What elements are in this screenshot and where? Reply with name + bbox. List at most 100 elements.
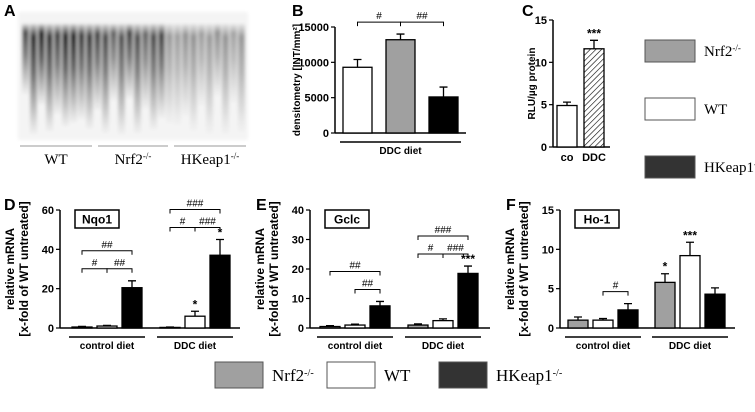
blot-lane — [78, 24, 85, 119]
error-bar — [574, 316, 582, 321]
x-tick-label: DDC diet — [174, 341, 217, 352]
blot-lane — [38, 24, 45, 105]
error-bar — [78, 325, 86, 328]
error-bar — [353, 58, 362, 68]
bar — [96, 325, 118, 329]
blot-lane — [118, 24, 125, 134]
significance-bracket — [194, 227, 221, 232]
legend-label-base: HKeap1 — [496, 366, 553, 385]
significance-bracket — [81, 268, 108, 273]
blot-lane — [198, 24, 205, 106]
significance-bracket — [354, 288, 381, 294]
lane-label-base: HKeap1 — [181, 152, 231, 168]
bar — [432, 319, 454, 329]
significance-bracket — [602, 291, 629, 296]
y-tick-label: 40 — [42, 244, 54, 256]
y-axis-label: relative mRNA — [503, 228, 517, 310]
blot-lane — [158, 24, 165, 118]
legend-label: HKeap1-/- — [496, 366, 563, 385]
blot-lane — [230, 24, 237, 103]
blot-lane — [94, 24, 101, 110]
legend-swatch — [438, 361, 488, 389]
legend-label-sup: -/- — [732, 43, 741, 53]
blot-lane — [54, 24, 61, 114]
bar — [704, 293, 726, 329]
bar — [385, 39, 416, 134]
y-tick-label: 5000 — [305, 93, 329, 105]
bar — [369, 305, 391, 329]
x-tick-label: DDC diet — [422, 341, 465, 352]
lane-label: WT — [44, 152, 67, 168]
chart-title: Gclc — [334, 213, 360, 227]
significance-label: # — [428, 243, 434, 254]
y-tick-label: 5 — [541, 100, 547, 112]
y-tick-label: 15 — [535, 15, 547, 27]
bar — [457, 272, 479, 329]
legend-label: WT — [704, 102, 727, 118]
significance-label: ### — [187, 199, 204, 210]
panel-label: C — [522, 3, 534, 20]
error-bar — [396, 33, 405, 40]
blot-lane — [102, 24, 109, 133]
significance-label: # — [92, 258, 98, 269]
y-axis-label: RLU/µg protein — [527, 48, 538, 120]
bar — [428, 96, 459, 134]
bar — [654, 281, 676, 329]
bar — [583, 48, 605, 148]
lane-label-sup: -/- — [143, 151, 152, 161]
error-bar — [439, 86, 448, 97]
y-tick-label: 30 — [292, 235, 304, 247]
y-axis-label: relative mRNA — [3, 228, 17, 310]
y-tick-label: 15 — [542, 205, 554, 217]
legend-label: WT — [384, 366, 411, 385]
y-tick-label: 10 — [542, 244, 554, 256]
significance-label: ## — [416, 11, 428, 22]
blot-lane — [182, 24, 189, 116]
blot-lane — [222, 24, 229, 134]
x-tick-label: control diet — [328, 341, 383, 352]
panel-label: B — [292, 3, 304, 20]
bar — [344, 324, 366, 329]
significance-bracket — [417, 253, 444, 259]
panel-label: A — [4, 3, 16, 20]
bar — [556, 104, 578, 148]
blot-lane — [134, 24, 141, 133]
y-axis-label: [x-fold of WT untreated] — [517, 201, 531, 336]
y-tick-label: 10 — [535, 57, 547, 69]
lane-label-sup: -/- — [231, 151, 240, 161]
legend-label-base: WT — [384, 366, 411, 385]
significance-label: ### — [199, 217, 216, 228]
legend-label-sup: -/- — [754, 159, 755, 169]
chart-title: Ho-1 — [584, 213, 611, 227]
blot-lane — [214, 24, 221, 96]
y-tick-label: 60 — [42, 205, 54, 217]
panel-label: F — [506, 197, 516, 214]
blot-lane — [62, 24, 69, 126]
error-bar — [661, 273, 669, 283]
x-tick-label: DDC diet — [379, 146, 422, 157]
blot-lane — [86, 24, 93, 129]
legend-swatch — [644, 39, 696, 63]
significance-label: ## — [101, 240, 113, 251]
error-bar — [128, 280, 136, 288]
error-bar — [439, 318, 447, 321]
significance-bracket — [442, 253, 469, 259]
significance-star: *** — [587, 26, 601, 40]
error-bar — [376, 300, 384, 306]
x-tick-label: control diet — [576, 341, 631, 352]
error-bar — [326, 324, 334, 327]
y-tick-label: 10000 — [298, 57, 329, 69]
significance-label: # — [376, 11, 382, 22]
blot-lane — [190, 24, 197, 131]
panel-label: D — [4, 197, 16, 214]
significance-star: *** — [461, 252, 475, 266]
bar — [71, 326, 93, 329]
y-axis-label: [x-fold of WT untreated] — [267, 201, 281, 336]
chart-title: Nqo1 — [82, 213, 112, 227]
legend-label: HKeap1-/- — [704, 159, 755, 176]
significance-label: # — [613, 281, 619, 292]
significance-star: *** — [683, 228, 697, 242]
y-tick-label: 15000 — [298, 22, 329, 34]
y-tick-label: 0 — [48, 323, 54, 335]
